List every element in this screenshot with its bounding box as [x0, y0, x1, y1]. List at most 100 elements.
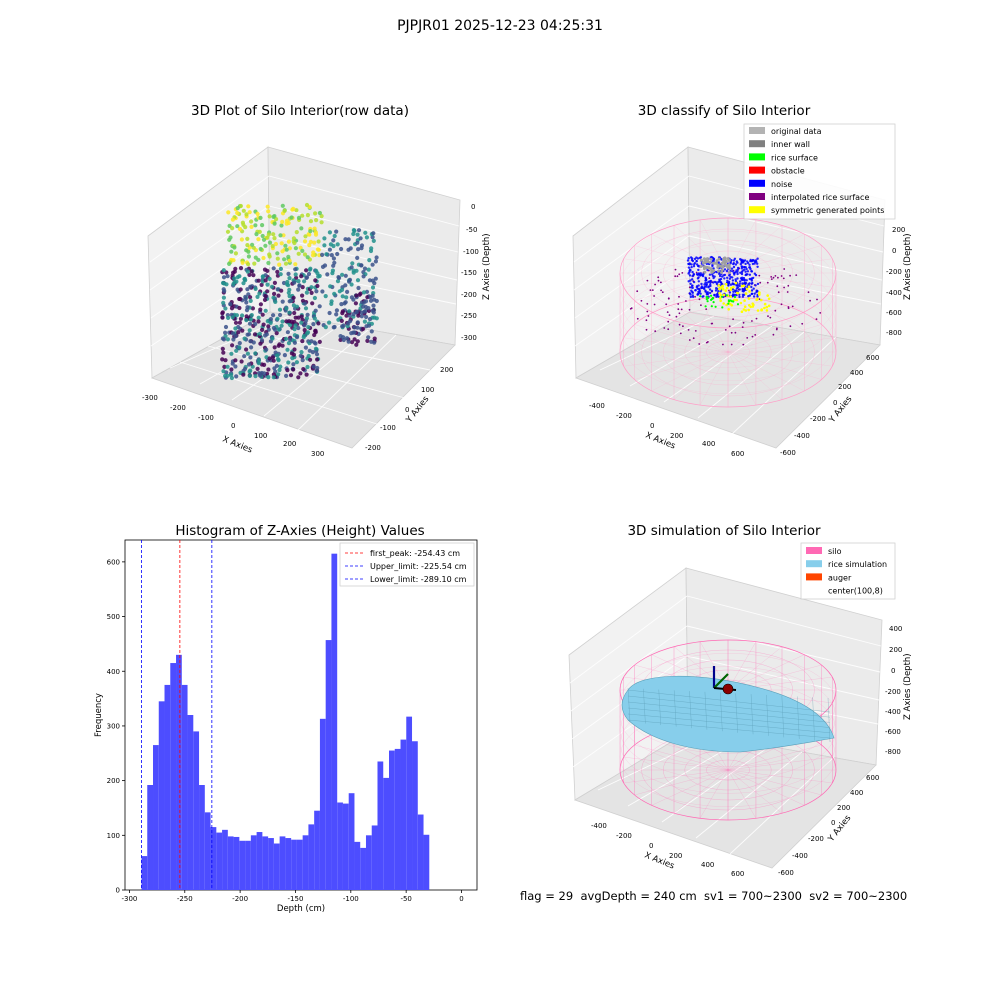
p4-xtick-6: 600 — [731, 870, 744, 878]
p2-ytick-4: 0 — [833, 399, 837, 407]
scatter-point — [320, 264, 326, 269]
scatter-point — [246, 204, 251, 209]
interpolated-point — [674, 268, 677, 271]
histogram-y-tick-label: 100 — [107, 832, 120, 840]
scatter-point — [311, 250, 316, 255]
symmetric-point — [760, 298, 763, 302]
noise-point — [697, 280, 700, 283]
scatter-point — [294, 208, 299, 213]
noise-point — [741, 287, 744, 291]
rice-surface-point — [710, 294, 713, 297]
interpolated-point — [654, 283, 656, 286]
scatter-point — [262, 371, 267, 376]
histogram-x-tick-label: -200 — [232, 895, 248, 903]
noise-point — [742, 261, 745, 264]
scatter-point — [253, 321, 258, 327]
scatter-point — [315, 357, 320, 362]
mesh-line — [781, 695, 785, 738]
interpolated-point — [636, 290, 639, 293]
scatter-point — [297, 283, 302, 288]
scatter-point — [255, 211, 260, 216]
scatter-point — [330, 268, 335, 273]
interpolated-point — [675, 315, 678, 318]
symmetric-point — [744, 292, 748, 295]
histogram-bar — [325, 640, 332, 890]
scatter-point — [278, 233, 283, 238]
scatter-point — [256, 278, 261, 283]
scatter-point — [237, 305, 242, 311]
p4-xtick-2: -200 — [616, 832, 632, 840]
scatter-point — [251, 273, 256, 278]
inner-wall-point — [716, 269, 720, 273]
scatter-point — [288, 373, 294, 378]
symmetric-point — [743, 305, 747, 309]
noise-point — [750, 285, 753, 289]
panel4-legend: silo rice simulation auger center(100,8) — [800, 542, 896, 600]
scatter-point — [303, 306, 309, 311]
legend-label: rice simulation — [828, 560, 887, 569]
scatter-point — [266, 375, 271, 380]
scatter-point — [241, 208, 246, 213]
scatter-point — [246, 332, 252, 337]
scatter-point — [279, 241, 284, 246]
scatter-point — [292, 240, 297, 246]
noise-point — [744, 273, 747, 277]
symmetric-point — [740, 310, 744, 314]
noise-point — [752, 295, 756, 298]
noise-point — [689, 295, 693, 299]
interpolated-point — [751, 335, 754, 338]
noise-point — [748, 277, 751, 281]
scatter-point — [270, 355, 275, 360]
scatter-point — [222, 281, 227, 286]
scatter-point — [291, 367, 296, 372]
scatter-point — [257, 291, 262, 296]
scatter-point — [339, 246, 344, 252]
scatter-point — [267, 214, 272, 219]
scatter-point — [349, 282, 354, 287]
noise-point — [700, 282, 703, 286]
interpolated-point — [766, 281, 769, 284]
interpolated-point — [780, 303, 783, 306]
interpolated-point — [653, 295, 655, 297]
noise-point — [694, 289, 697, 292]
panel3-axes: -300 -250 -200 -150 -100 -50 0 0 100 200 300 400 50… — [107, 539, 478, 903]
histogram-y-tick-label: 500 — [107, 613, 120, 621]
scatter-point — [331, 243, 336, 249]
scatter-point — [373, 259, 378, 264]
histogram-x-ticks: -300 -250 -200 -150 -100 -50 0 — [121, 890, 464, 903]
histogram-y-ticks: 0 100 200 300 400 500 600 — [107, 558, 125, 895]
symmetric-point — [745, 287, 749, 291]
scatter-point — [299, 274, 304, 279]
scatter-point — [344, 313, 349, 318]
scatter-point — [370, 262, 375, 267]
symmetric-point — [760, 308, 763, 311]
scatter-point — [233, 358, 238, 363]
silo-spoke — [651, 233, 729, 274]
histogram-bar — [383, 777, 389, 890]
interpolated-point — [728, 325, 731, 328]
histogram-bar — [204, 812, 211, 890]
scatter-point — [286, 239, 291, 244]
histogram-bar — [394, 748, 401, 890]
scatter-point — [312, 226, 317, 231]
scatter-point — [231, 258, 236, 263]
silo-spoke — [699, 219, 729, 274]
p1-ytick-2: -100 — [380, 424, 396, 432]
p4-ztick-6: -600 — [885, 728, 901, 736]
scatter-point — [267, 356, 272, 361]
scatter-point — [258, 302, 263, 307]
histogram-x-tick-label: -300 — [121, 895, 137, 903]
scatter-point — [242, 336, 247, 341]
symmetric-point — [747, 297, 751, 300]
scatter-point — [313, 308, 318, 313]
scatter-point — [293, 267, 298, 272]
noise-point — [744, 270, 747, 273]
scatter-point — [305, 364, 310, 370]
mesh-line — [797, 696, 800, 739]
scatter-point — [266, 367, 271, 372]
auger-center-marker — [722, 683, 734, 695]
scatter-point — [300, 213, 305, 218]
legend-label: noise — [771, 180, 792, 189]
scatter-point — [345, 289, 350, 294]
panel1-tick-labels: -300 -200 -100 0 100 200 300 -200 -100 0… — [142, 203, 479, 458]
